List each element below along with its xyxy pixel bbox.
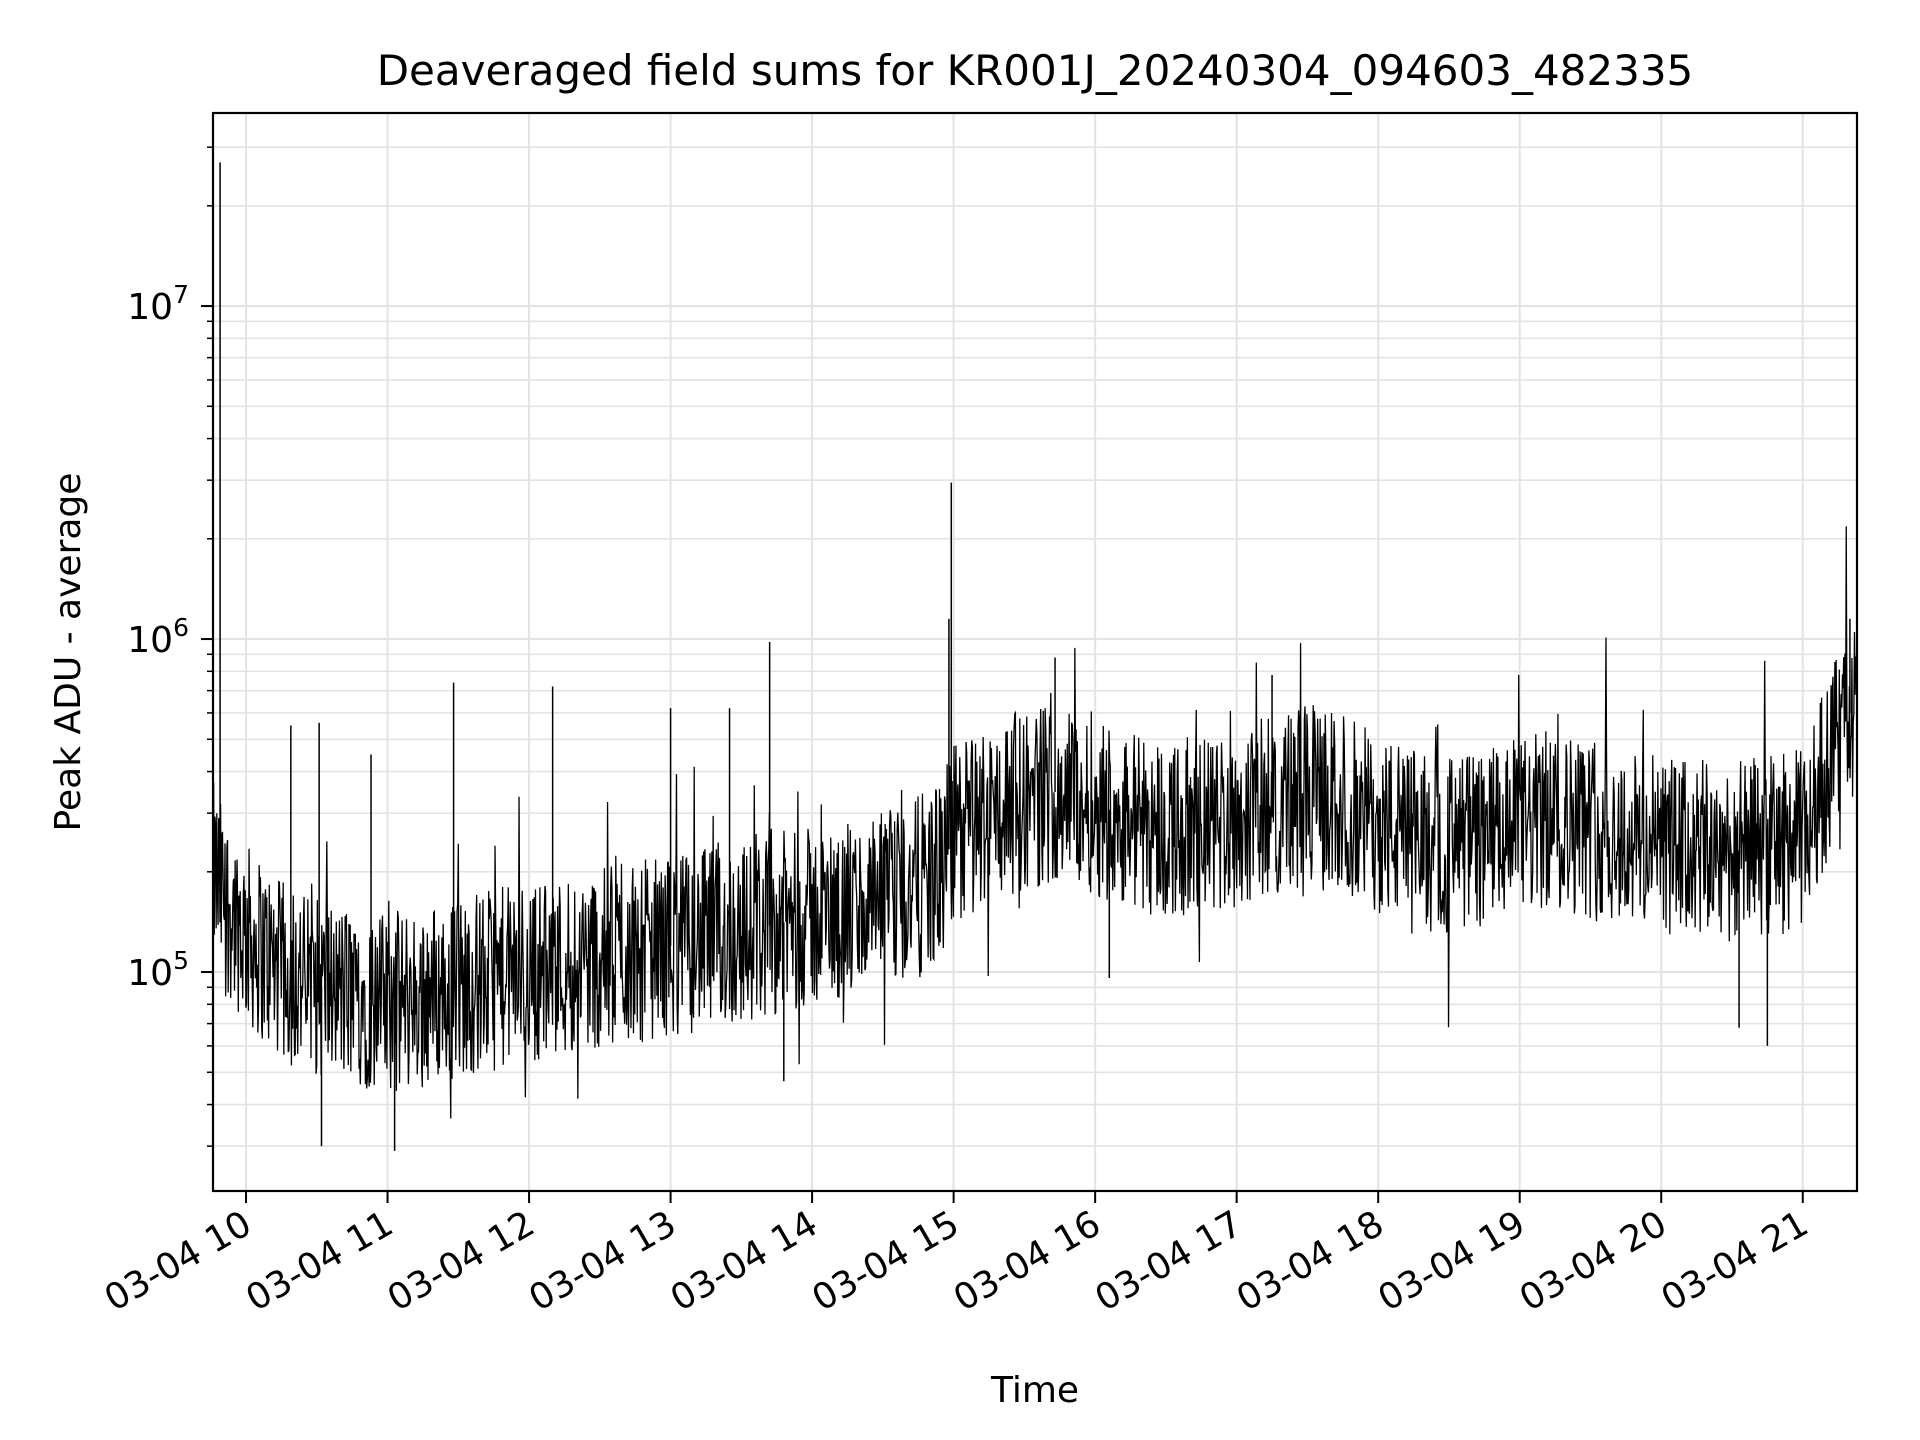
series-line	[213, 526, 1857, 1119]
y-tick-label: 106	[127, 613, 189, 661]
y-axis: 105 106 107	[127, 146, 213, 1147]
x-tick-label: 03-04 14	[664, 1203, 825, 1319]
plot-frame	[211, 111, 1859, 1193]
x-tick-label: 03-04 13	[522, 1203, 683, 1319]
y-tick-label: 107	[127, 280, 189, 328]
x-tick-label: 03-04 17	[1088, 1203, 1249, 1319]
x-tick-label: 03-04 15	[805, 1203, 966, 1319]
y-axis-label: Peak ADU - average	[48, 473, 89, 832]
x-tick-label: 03-04 19	[1372, 1203, 1533, 1319]
chart-title: Deaveraged field sums for KR001J_2024030…	[377, 46, 1694, 95]
x-tick-label: 03-04 10	[98, 1203, 259, 1319]
x-axis-label: Time	[990, 1370, 1079, 1411]
x-tick-label: 03-04 11	[239, 1203, 400, 1319]
x-tick-label: 03-04 18	[1230, 1203, 1391, 1319]
series-layer	[213, 162, 1857, 1152]
x-tick-label: 03-04 21	[1655, 1203, 1816, 1319]
x-tick-label: 03-04 20	[1513, 1203, 1674, 1319]
x-tick-label: 03-04 16	[947, 1203, 1108, 1319]
x-tick-label: 03-04 12	[381, 1203, 542, 1319]
y-tick-label: 105	[127, 946, 189, 994]
